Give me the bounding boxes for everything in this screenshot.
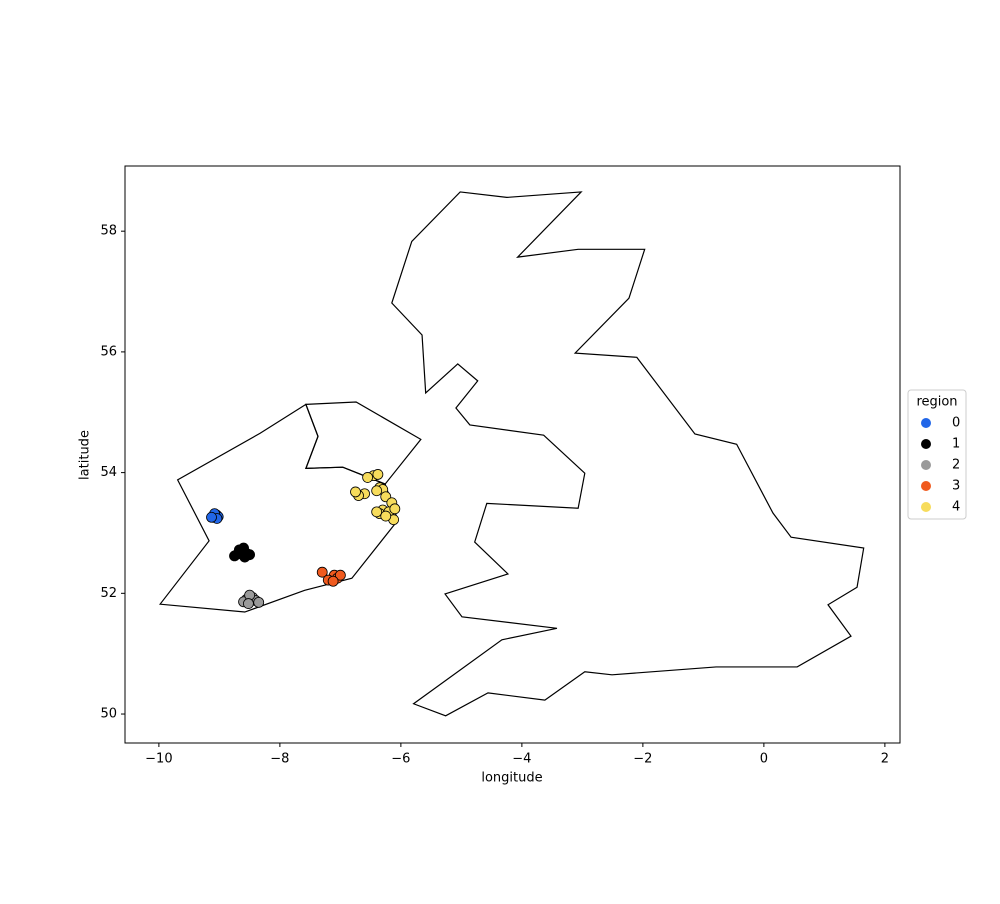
point xyxy=(253,596,265,608)
legend-marker xyxy=(921,418,931,428)
y-tick-label: 52 xyxy=(100,586,117,601)
y-axis-label: latitude xyxy=(78,430,93,480)
legend-title: region xyxy=(916,395,957,410)
point xyxy=(372,469,384,480)
axes-frame xyxy=(124,165,901,744)
point xyxy=(233,544,245,556)
legend-marker xyxy=(921,502,931,512)
point xyxy=(316,566,328,578)
x-tick-label: −8 xyxy=(270,752,289,767)
y-tick-label: 56 xyxy=(100,344,117,359)
legend-label: 4 xyxy=(952,500,960,515)
point xyxy=(362,472,374,483)
x-axis-label: longitude xyxy=(481,771,542,786)
point xyxy=(350,486,361,498)
legend-label: 0 xyxy=(952,416,960,431)
legend-label: 1 xyxy=(952,437,960,452)
x-tick-label: −6 xyxy=(391,752,410,767)
y-tick-label: 50 xyxy=(100,707,117,722)
legend-marker xyxy=(921,460,931,470)
y-tick-label: 54 xyxy=(100,465,117,480)
legend-marker xyxy=(921,481,931,491)
x-tick-label: −2 xyxy=(633,752,652,767)
point xyxy=(371,485,383,497)
outline xyxy=(391,191,865,717)
point xyxy=(206,511,217,523)
point xyxy=(389,503,401,515)
point xyxy=(239,551,251,563)
point xyxy=(243,598,254,609)
point xyxy=(327,575,339,587)
x-tick-label: −10 xyxy=(145,752,172,767)
x-tick-label: 0 xyxy=(760,752,768,767)
legend-label: 3 xyxy=(952,479,960,494)
y-tick-label: 58 xyxy=(100,224,117,239)
legend-marker xyxy=(921,439,931,449)
outline xyxy=(305,401,422,485)
x-tick-label: −4 xyxy=(512,752,531,767)
outline xyxy=(158,403,399,613)
point xyxy=(380,510,392,522)
x-tick-label: 2 xyxy=(881,752,889,767)
point xyxy=(334,569,346,581)
point xyxy=(371,506,383,518)
legend-label: 2 xyxy=(952,458,960,473)
